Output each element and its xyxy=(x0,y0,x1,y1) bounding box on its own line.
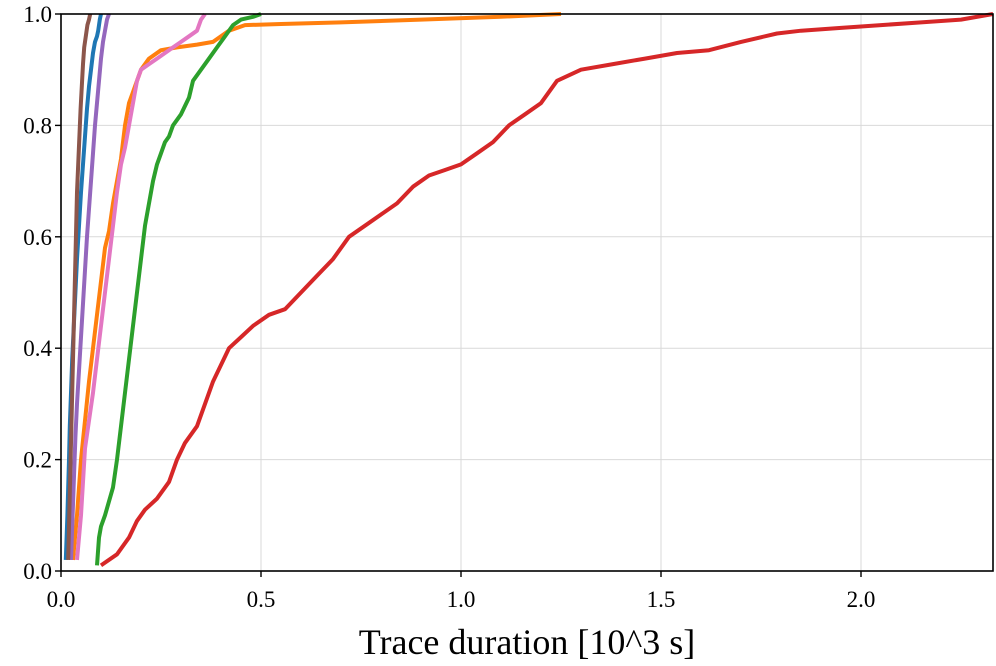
series-purple-line xyxy=(69,13,111,560)
y-tick-label: 0.8 xyxy=(23,113,52,138)
y-tick-label: 0.2 xyxy=(23,448,52,473)
axis-tick-labels: 0.0 0.5 1.0 1.5 2.0 0.0 0.2 0.4 0.6 0.8 1.0 xyxy=(23,2,875,612)
series-pink-line xyxy=(75,12,207,561)
grid-lines xyxy=(60,13,993,572)
y-tick-label: 0.0 xyxy=(23,559,52,584)
x-tick-label: 2.0 xyxy=(847,587,876,612)
series-orange-line xyxy=(71,12,562,561)
y-tick-label: 0.6 xyxy=(23,225,52,250)
x-axis-title: Trace duration [10^3 s] xyxy=(359,622,696,662)
x-tick-label: 0.5 xyxy=(247,587,276,612)
plot-area-frame xyxy=(60,13,994,572)
x-tick-label: 0.0 xyxy=(47,587,76,612)
data-series xyxy=(63,12,994,568)
y-tick-label: 1.0 xyxy=(23,2,52,27)
x-tick-label: 1.0 xyxy=(447,587,476,612)
series-red-line xyxy=(99,12,994,568)
series-brown-line xyxy=(66,13,93,560)
series-green-line xyxy=(95,12,262,566)
x-tick-label: 1.5 xyxy=(647,587,676,612)
y-tick-label: 0.4 xyxy=(23,336,52,361)
axis-ticks xyxy=(55,13,862,577)
